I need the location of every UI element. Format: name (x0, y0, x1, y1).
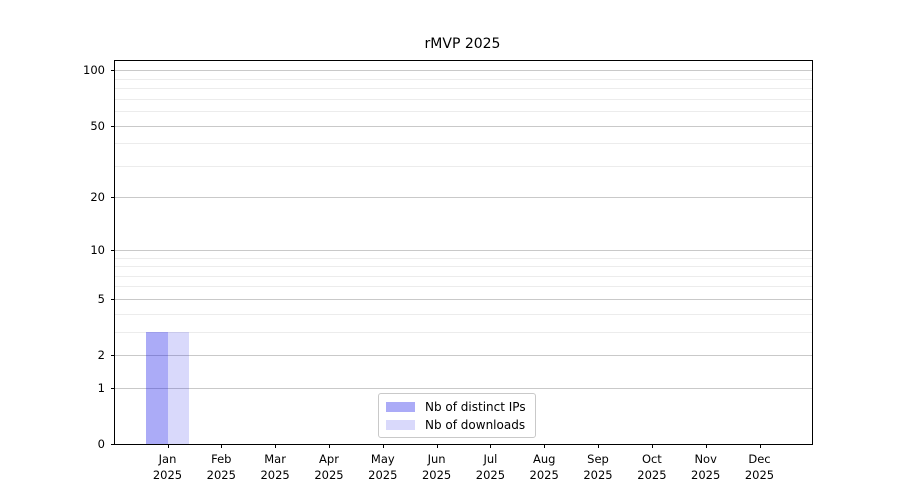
legend-label: Nb of distinct IPs (425, 399, 526, 414)
legend-swatch (386, 401, 415, 412)
y-axis-tick-label: 0 (97, 437, 105, 451)
y-axis-tick-label: 10 (90, 242, 105, 257)
x-tick-mark (544, 444, 546, 448)
minor-gridline (115, 313, 812, 315)
x-axis-tick-label: Mar 2025 (260, 452, 290, 482)
y-tick-mark (111, 387, 115, 389)
major-gridline (115, 298, 812, 300)
x-tick-mark (221, 444, 223, 448)
bar-nb-of-downloads (167, 331, 189, 444)
y-axis-tick-label: 5 (97, 291, 105, 306)
legend-item: Nb of downloads (386, 417, 526, 432)
x-axis-tick-label: Sep 2025 (583, 452, 613, 482)
x-tick-mark (382, 444, 384, 448)
y-axis-tick-label: 100 (83, 63, 105, 78)
x-tick-mark (598, 444, 599, 448)
y-axis-tick-label: 20 (90, 190, 105, 205)
x-axis-tick-label: Dec 2025 (744, 452, 775, 482)
major-gridline (115, 125, 812, 127)
x-tick-mark (759, 444, 761, 448)
x-tick-mark (275, 444, 277, 448)
y-tick-mark (111, 355, 115, 356)
y-tick-mark (111, 125, 115, 127)
x-axis-tick-label: Oct 2025 (637, 452, 667, 482)
y-tick-mark (111, 298, 115, 300)
major-gridline (115, 249, 812, 251)
plot-area: 0 1 2 5 10 20 50 100 Jan 2025 Feb 2025 Mar 2025 Ap… (83, 60, 813, 482)
legend-swatch (386, 419, 415, 430)
minor-gridline (115, 165, 812, 167)
minor-gridline (115, 257, 812, 259)
x-tick-mark (436, 444, 438, 448)
x-tick-mark (651, 444, 653, 448)
y-axis-tick-label: 50 (90, 118, 105, 133)
x-axis-tick-label: Jun 2025 (421, 452, 452, 482)
minor-gridline (115, 331, 812, 333)
y-tick-mark (111, 444, 115, 445)
x-axis-tick-label: Feb 2025 (206, 452, 236, 482)
x-tick-mark (490, 444, 492, 448)
major-gridline (115, 70, 812, 72)
y-tick-mark (111, 197, 115, 199)
bar-nb-of-distinct-ips (146, 331, 168, 444)
y-tick-mark (111, 249, 115, 251)
minor-gridline (115, 143, 812, 145)
major-gridline (115, 197, 812, 199)
x-tick-mark (167, 444, 169, 448)
minor-gridline (115, 266, 812, 267)
x-axis-tick-label: Jan 2025 (152, 452, 183, 482)
minor-gridline (115, 88, 812, 89)
x-tick-mark (705, 444, 707, 448)
minor-gridline (115, 78, 812, 80)
legend-label: Nb of downloads (425, 417, 526, 432)
x-axis-tick-label: Aug 2025 (529, 452, 559, 482)
legend-item: Nb of distinct IPs (386, 399, 526, 414)
y-axis-tick-label: 1 (97, 380, 105, 395)
x-axis-tick-label: Nov 2025 (691, 452, 721, 482)
x-axis-tick-label: May 2025 (368, 452, 398, 482)
major-gridline (115, 355, 812, 356)
y-tick-mark (111, 70, 115, 72)
minor-gridline (115, 286, 812, 288)
legend: Nb of distinct IPs Nb of downloads (378, 393, 536, 438)
minor-gridline (115, 110, 812, 112)
minor-gridline (115, 98, 812, 100)
minor-gridline (115, 275, 812, 277)
y-axis-tick-label: 2 (97, 348, 105, 362)
chart-title: rMVP 2025 (424, 36, 501, 52)
x-tick-mark (329, 444, 330, 448)
x-axis-tick-label: Jul 2025 (475, 452, 506, 482)
x-axis-tick-label: Apr 2025 (314, 452, 344, 482)
major-gridline (115, 387, 812, 389)
